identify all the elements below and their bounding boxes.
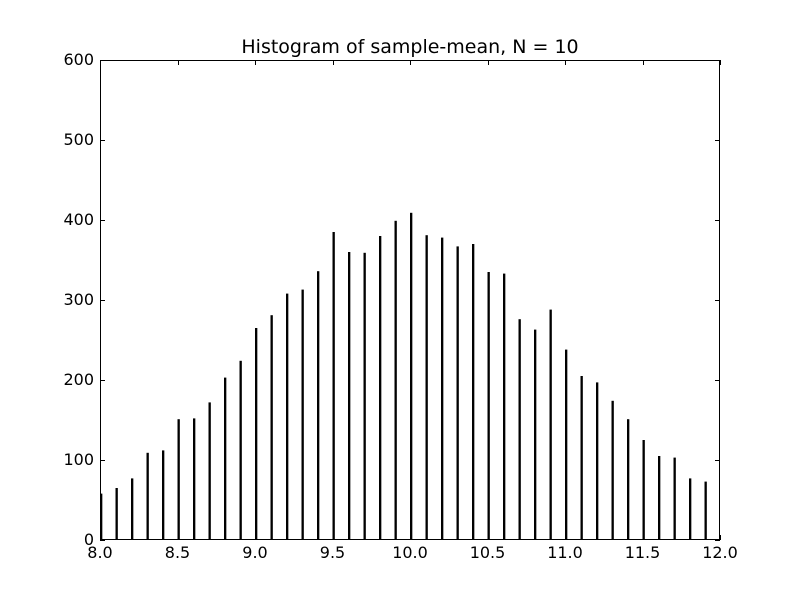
histogram-bar <box>689 478 692 540</box>
y-tick-labels: 0 100 200 300 400 500 600 <box>63 50 94 549</box>
histogram-bar <box>100 493 103 540</box>
histogram-bar <box>379 236 382 540</box>
histogram-bar <box>642 440 645 540</box>
y-tick-label: 500 <box>63 130 94 149</box>
histogram-bar <box>410 212 413 541</box>
histogram-bar <box>394 220 397 541</box>
histogram-bar <box>208 402 211 540</box>
histogram-bar <box>301 289 304 540</box>
y-tick-label: 600 <box>63 50 94 69</box>
histogram-bar <box>487 272 490 540</box>
histogram-bar <box>162 450 165 540</box>
histogram-bar <box>580 376 583 540</box>
histogram-bar <box>456 246 459 540</box>
histogram-bar <box>704 481 707 540</box>
histogram-bar <box>348 252 351 540</box>
histogram-bar <box>441 237 444 540</box>
plot-frame <box>100 60 720 540</box>
y-tick-label: 200 <box>63 370 94 389</box>
histogram-bar <box>658 456 661 540</box>
x-tick-label: 12.0 <box>702 543 738 562</box>
histogram-bar <box>425 235 428 540</box>
histogram-bar <box>534 329 537 540</box>
chart-title: Histogram of sample-mean, N = 10 <box>241 36 578 58</box>
y-tick-label: 300 <box>63 290 94 309</box>
histogram-bar <box>518 319 521 540</box>
x-tick-label: 8.0 <box>87 543 112 562</box>
histogram-bar <box>177 419 180 540</box>
histogram-bar <box>286 293 289 540</box>
y-tick-label: 100 <box>63 450 94 469</box>
x-tick-label: 11.5 <box>625 543 661 562</box>
x-tick-label: 9.5 <box>320 543 345 562</box>
histogram-bar <box>193 418 196 540</box>
x-tick-label: 11.0 <box>547 543 583 562</box>
histogram-bar <box>611 400 614 540</box>
histogram-bar <box>627 419 630 540</box>
histogram-bar <box>115 488 118 540</box>
histogram-bar <box>270 315 273 540</box>
histogram-bar <box>363 252 366 541</box>
x-tick-labels: 8.0 8.5 9.0 9.5 10.0 10.5 11.0 11.5 12.0 <box>87 543 738 562</box>
histogram-bar <box>472 244 475 540</box>
histogram-bar <box>549 309 552 540</box>
histogram-bar <box>239 360 242 540</box>
x-tick-label: 8.5 <box>165 543 190 562</box>
histogram-bar <box>565 349 568 540</box>
bars-group <box>100 212 707 541</box>
histogram-bar <box>317 271 320 540</box>
histogram-bar <box>673 457 676 540</box>
histogram-bar <box>146 452 149 540</box>
histogram-bar <box>255 328 258 540</box>
histogram-bar <box>503 273 506 540</box>
histogram-bar <box>224 377 227 540</box>
x-tick-label: 10.0 <box>392 543 428 562</box>
histogram-bar <box>332 232 335 540</box>
y-tick-label: 400 <box>63 210 94 229</box>
x-tick-label: 10.5 <box>470 543 506 562</box>
histogram-bar <box>596 382 599 540</box>
x-tick-label: 9.0 <box>242 543 267 562</box>
y-tick-label: 0 <box>84 530 94 549</box>
histogram-bar <box>131 478 134 540</box>
